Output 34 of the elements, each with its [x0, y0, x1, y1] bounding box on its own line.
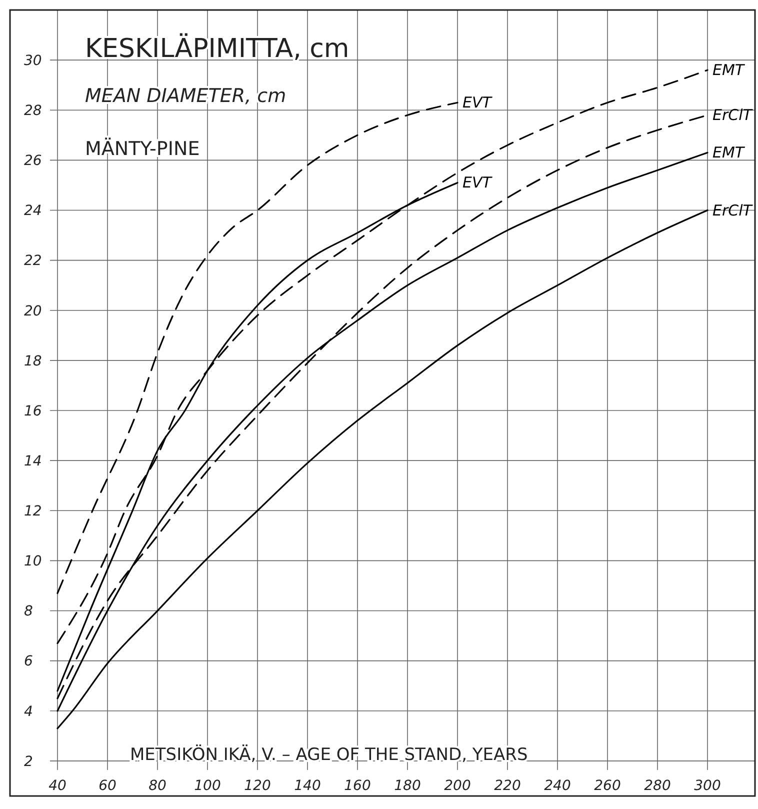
x-tick-label: 220 [494, 778, 521, 794]
x-tick-label: 160 [344, 778, 371, 794]
x-tick-label: 300 [694, 778, 721, 794]
x-tick-label: 120 [244, 778, 271, 794]
y-tick-label: 12 [24, 504, 42, 520]
y-tick-label: 10 [24, 554, 42, 570]
y-tick-label: 6 [24, 654, 33, 670]
x-tick-label: 200 [444, 778, 471, 794]
y-tick-label: 14 [24, 453, 42, 470]
series-label: EMT [712, 61, 746, 80]
series-label: ErClT [712, 106, 754, 124]
x-tick-label: 100 [194, 778, 221, 794]
series-label: EVT [462, 94, 494, 112]
x-tick-label: 260 [594, 778, 621, 794]
y-tick-label: 18 [24, 353, 42, 370]
y-tick-label: 16 [24, 403, 42, 420]
y-tick-label: 28 [24, 103, 42, 120]
y-tick-label: 8 [24, 604, 33, 620]
x-tick-label: 180 [394, 778, 421, 794]
x-tick-label: 280 [644, 778, 671, 794]
y-tick-label: 2 [24, 754, 33, 770]
series-label: EVT [462, 174, 494, 192]
y-tick-label: 26 [24, 153, 42, 170]
series-label: EMT [712, 144, 746, 162]
x-tick-label: 240 [544, 778, 571, 794]
x-tick-label: 60 [98, 778, 116, 794]
y-tick-label: 22 [24, 253, 42, 270]
y-tick-label: 30 [24, 52, 42, 69]
y-tick-label: 20 [24, 303, 42, 320]
y-tick-label: 24 [24, 203, 42, 220]
x-tick-label: 40 [48, 778, 66, 794]
x-tick-label: 80 [148, 778, 166, 794]
x-tick-label: 140 [294, 778, 321, 794]
y-tick-label: 4 [24, 704, 33, 720]
